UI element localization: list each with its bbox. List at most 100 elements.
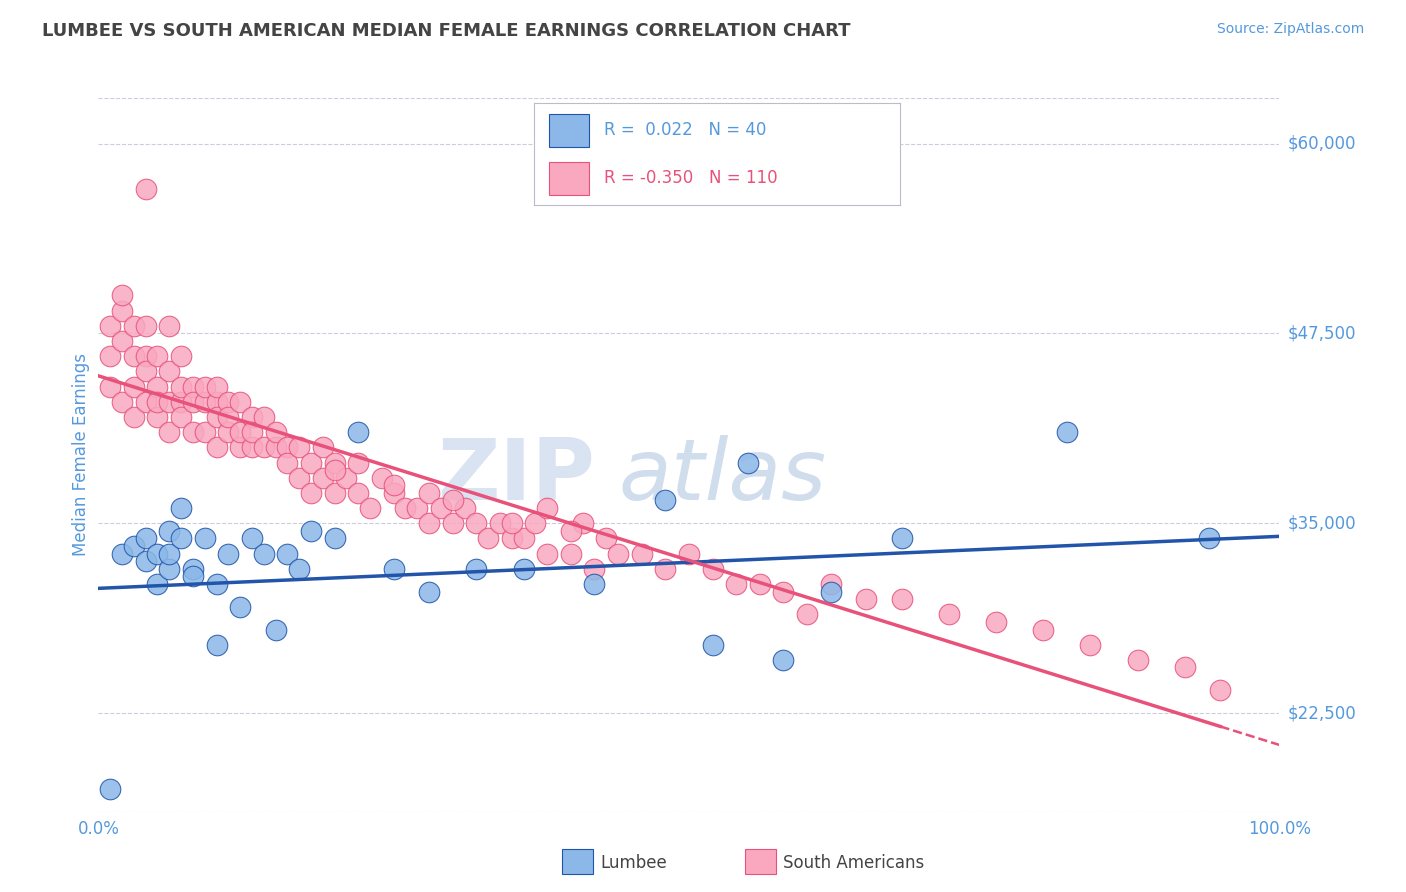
Point [111, 288, 134, 302]
Point [240, 440, 263, 454]
Point [181, 394, 204, 409]
Point [820, 577, 842, 591]
Point [938, 607, 960, 622]
Point [111, 547, 134, 561]
Text: R = -0.350   N = 110: R = -0.350 N = 110 [603, 169, 778, 187]
Text: $35,000: $35,000 [1288, 515, 1357, 533]
Point [157, 318, 180, 333]
Point [181, 425, 204, 439]
Point [737, 456, 759, 470]
Point [146, 409, 169, 424]
Point [264, 623, 287, 637]
Point [748, 577, 770, 591]
Point [725, 577, 748, 591]
Point [217, 394, 239, 409]
Point [501, 516, 523, 531]
Point [288, 562, 311, 576]
Point [335, 471, 357, 485]
Point [312, 471, 335, 485]
Point [1032, 623, 1054, 637]
Point [135, 554, 157, 568]
Point [394, 501, 416, 516]
Point [772, 584, 794, 599]
Point [560, 547, 582, 561]
Bar [548, 162, 589, 194]
Point [276, 440, 298, 454]
Text: R =  0.022   N = 40: R = 0.022 N = 40 [603, 121, 766, 139]
Point [678, 547, 700, 561]
Text: Source: ZipAtlas.com: Source: ZipAtlas.com [1216, 22, 1364, 37]
Point [135, 394, 157, 409]
Point [418, 516, 440, 531]
Point [371, 471, 394, 485]
Point [702, 562, 724, 576]
Point [382, 486, 405, 500]
Point [98, 379, 121, 393]
Point [347, 425, 370, 439]
Point [382, 562, 405, 576]
Point [855, 592, 877, 607]
Point [205, 440, 228, 454]
Point [264, 440, 287, 454]
Point [418, 486, 440, 500]
Point [170, 532, 193, 546]
Point [217, 409, 239, 424]
Point [465, 562, 488, 576]
Point [323, 456, 346, 470]
Point [536, 501, 558, 516]
Point [702, 638, 724, 652]
Point [205, 577, 228, 591]
Point [1174, 660, 1197, 674]
Point [441, 516, 464, 531]
Point [229, 425, 252, 439]
Point [122, 409, 145, 424]
Text: $60,000: $60,000 [1288, 135, 1357, 153]
Point [194, 425, 217, 439]
Point [595, 532, 617, 546]
Point [194, 532, 217, 546]
Point [135, 182, 157, 196]
Point [194, 394, 217, 409]
Point [347, 486, 370, 500]
Point [264, 425, 287, 439]
Point [146, 547, 169, 561]
Point [583, 562, 606, 576]
Point [253, 409, 276, 424]
Text: $47,500: $47,500 [1288, 325, 1357, 343]
Point [312, 440, 335, 454]
Point [170, 394, 193, 409]
Point [170, 501, 193, 516]
Point [359, 501, 381, 516]
Point [654, 562, 676, 576]
Point [146, 349, 169, 363]
Point [146, 577, 169, 591]
Point [229, 599, 252, 614]
Point [512, 532, 534, 546]
Point [98, 318, 121, 333]
Point [240, 425, 263, 439]
Point [299, 486, 322, 500]
Text: atlas: atlas [619, 434, 827, 518]
Point [560, 524, 582, 538]
Point [98, 781, 121, 796]
Point [382, 478, 405, 492]
Point [205, 409, 228, 424]
Point [181, 379, 204, 393]
Point [157, 394, 180, 409]
Point [984, 615, 1007, 629]
Point [122, 349, 145, 363]
Point [796, 607, 818, 622]
Point [453, 501, 475, 516]
Point [157, 562, 180, 576]
Text: $22,500: $22,500 [1288, 704, 1357, 722]
Point [253, 440, 276, 454]
Point [253, 547, 276, 561]
Point [122, 539, 145, 553]
Point [135, 318, 157, 333]
Point [205, 394, 228, 409]
Point [146, 394, 169, 409]
Point [135, 364, 157, 378]
Bar [548, 114, 589, 146]
Point [181, 562, 204, 576]
Point [240, 532, 263, 546]
